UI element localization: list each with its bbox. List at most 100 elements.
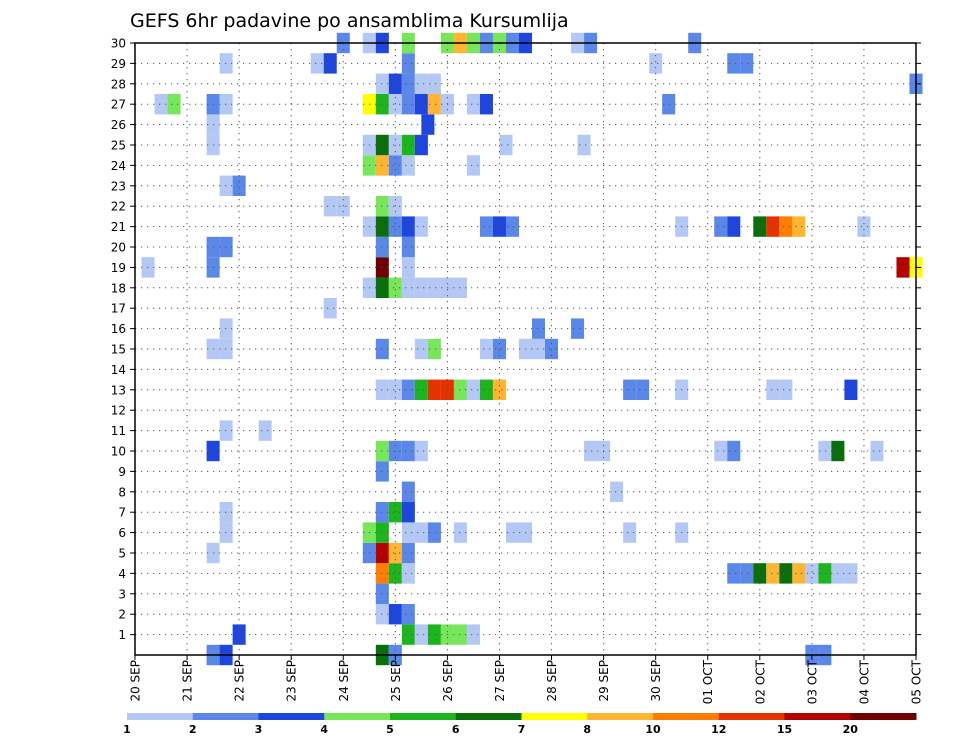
x-tick-label: 24 SEP — [337, 660, 351, 702]
heatmap-cell — [805, 563, 819, 584]
heatmap-cell — [466, 379, 480, 400]
heatmap-cell — [623, 522, 637, 543]
heatmap-cell — [466, 155, 480, 176]
heatmap-cell — [857, 216, 871, 237]
heatmap-cell — [427, 73, 441, 94]
y-tick-label: 29 — [111, 57, 126, 71]
legend-label: 8 — [583, 723, 591, 736]
heatmap-cell — [610, 481, 624, 502]
heatmap-cell — [401, 481, 415, 502]
legend-swatch — [587, 713, 654, 720]
heatmap-cell — [727, 440, 741, 462]
heatmap-cell — [532, 338, 546, 360]
x-tick-label: 26 SEP — [441, 660, 455, 702]
heatmap-cell — [492, 216, 506, 237]
y-tick-label: 17 — [111, 302, 126, 316]
y-tick-label: 9 — [118, 465, 126, 479]
heatmap-cell — [499, 134, 513, 156]
x-tick-label: 29 SEP — [597, 660, 611, 702]
heatmap-cell — [740, 53, 754, 74]
heatmap-cell — [427, 522, 441, 543]
heatmap-cell — [401, 379, 415, 400]
heatmap-cell — [479, 338, 493, 360]
heatmap-cell — [414, 73, 428, 94]
legend-swatch — [324, 713, 391, 720]
heatmap-cell — [401, 604, 415, 625]
y-tick-label: 20 — [111, 241, 126, 255]
heatmap-cell — [792, 563, 806, 584]
heatmap-cell — [414, 379, 428, 400]
heatmap-cell — [766, 563, 780, 584]
legend-swatch — [390, 713, 457, 720]
y-tick-label: 1 — [118, 628, 126, 642]
heatmap-cell — [766, 379, 780, 400]
legend-label: 12 — [711, 723, 726, 736]
legend-label: 2 — [189, 723, 197, 736]
x-tick-label: 21 SEP — [181, 660, 195, 702]
heatmap-cell — [375, 379, 389, 400]
y-tick-label: 12 — [111, 404, 126, 418]
legend-swatch — [455, 713, 522, 720]
heatmap-cell — [479, 379, 493, 400]
heatmap-cell — [636, 379, 650, 400]
heatmap-cell — [466, 624, 480, 645]
heatmap-cell — [258, 420, 272, 441]
heatmap-cell — [414, 440, 428, 462]
heatmap-cell — [479, 94, 493, 115]
heatmap-cell — [453, 624, 467, 645]
heatmap-cell — [414, 134, 428, 156]
heatmap-cell — [792, 216, 806, 237]
heatmap-cell — [323, 53, 337, 74]
y-tick-label: 16 — [111, 322, 126, 336]
heatmap-cell — [714, 440, 728, 462]
heatmap-cell — [310, 53, 324, 74]
heatmap-cell — [375, 461, 389, 482]
x-tick-label: 28 SEP — [545, 660, 559, 702]
heatmap-cell — [375, 604, 389, 625]
heatmap-cell — [584, 440, 598, 462]
y-tick-label: 11 — [111, 424, 126, 438]
y-tick-label: 3 — [118, 587, 126, 601]
heatmap-cell — [623, 379, 637, 400]
legend-swatch — [784, 713, 851, 720]
heatmap-cell — [766, 216, 780, 237]
heatmap-cell — [505, 216, 519, 237]
heatmap-cell — [375, 563, 389, 584]
heatmap-cell — [388, 440, 402, 462]
heatmap-cell — [427, 379, 441, 400]
heatmap-cell — [375, 583, 389, 604]
heatmap-cell — [427, 94, 441, 115]
heatmap-cell — [375, 542, 389, 564]
heatmap-cell — [421, 114, 435, 135]
heatmap-cell — [870, 440, 884, 462]
y-tick-label: 4 — [118, 567, 126, 581]
heatmap-cell — [727, 216, 741, 237]
heatmap-cell — [453, 379, 467, 400]
heatmap-cell — [414, 338, 428, 360]
heatmap-cell — [232, 175, 246, 196]
y-tick-label: 6 — [118, 526, 126, 540]
heatmap-cell — [466, 94, 480, 115]
heatmap-cell — [401, 502, 415, 523]
legend-label: 4 — [320, 723, 328, 736]
heatmap-cell — [401, 53, 415, 74]
heatmap-cell — [375, 257, 389, 278]
y-tick-label: 14 — [111, 363, 126, 377]
heatmap-cell — [571, 318, 585, 339]
legend-swatch — [127, 713, 194, 720]
y-tick-label: 27 — [111, 98, 126, 112]
y-tick-label: 13 — [111, 383, 126, 397]
heatmap-cell — [375, 94, 389, 115]
heatmap-cell — [401, 216, 415, 237]
legend-label: 6 — [452, 723, 460, 736]
y-tick-label: 28 — [111, 77, 126, 91]
heatmap-cell — [779, 563, 793, 584]
heatmap-cell — [427, 624, 441, 645]
heatmap-cell — [453, 277, 467, 298]
y-tick-label: 10 — [111, 445, 126, 459]
y-tick-label: 26 — [111, 118, 126, 132]
heatmap-cell — [375, 73, 389, 94]
legend-label: 10 — [645, 723, 661, 736]
y-axis: 1234567891011121314151617181920212223242… — [111, 37, 921, 642]
